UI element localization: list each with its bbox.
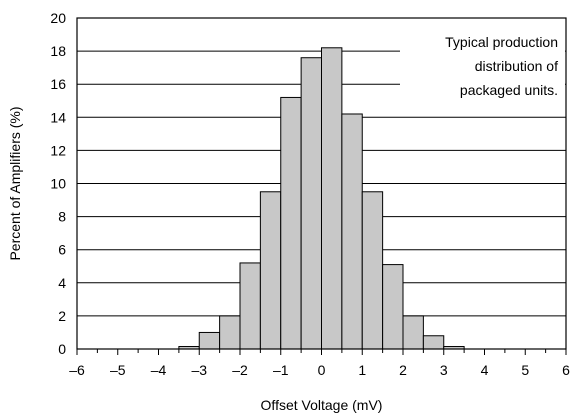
x-tick-label: 1 — [358, 362, 366, 378]
annotation-line-1: Typical production — [445, 34, 558, 50]
x-tick-label: –5 — [110, 362, 126, 378]
x-tick-label: –1 — [273, 362, 289, 378]
histogram-bar — [259, 191, 282, 350]
annotation-line-3: packaged units. — [460, 82, 558, 98]
x-tick-label: 5 — [521, 362, 529, 378]
x-tick-label: –2 — [232, 362, 248, 378]
y-tick-label: 20 — [50, 10, 66, 26]
x-tick-label: 2 — [399, 362, 407, 378]
y-tick-label: 10 — [50, 176, 66, 192]
annotation-background — [400, 28, 565, 102]
histogram-bar — [382, 264, 404, 350]
x-tick-label: 4 — [481, 362, 489, 378]
histogram-bar — [239, 262, 261, 350]
x-tick-label: –6 — [69, 362, 85, 378]
x-tick-label: –4 — [151, 362, 167, 378]
x-tick-label: 0 — [318, 362, 326, 378]
y-axis-title: Percent of Amplifiers (%) — [7, 106, 23, 260]
y-tick-label: 6 — [58, 242, 66, 258]
y-tick-label: 16 — [50, 76, 66, 92]
y-tick-label: 4 — [58, 275, 66, 291]
histogram-bar — [300, 57, 322, 350]
histogram-bar — [341, 113, 363, 350]
x-tick-label: 3 — [440, 362, 448, 378]
annotation-line-2: distribution of — [475, 58, 558, 74]
y-tick-label: 8 — [58, 209, 66, 225]
histogram-bar — [219, 315, 241, 350]
histogram-bar — [422, 335, 445, 350]
histogram-bar — [402, 315, 424, 350]
annotation: Typical production distribution of packa… — [400, 28, 565, 102]
x-axis-title: Offset Voltage (mV) — [261, 397, 383, 413]
x-axis-ticks: –6 –5 –4 –3 –2 –1 0 1 2 3 4 5 6 — [69, 349, 570, 378]
histogram-bar — [198, 331, 221, 350]
histogram-bar — [361, 191, 384, 350]
x-tick-label: –3 — [191, 362, 207, 378]
histogram-bar — [321, 47, 343, 350]
histogram-bars — [178, 47, 465, 350]
y-tick-label: 0 — [58, 341, 66, 357]
y-tick-label: 14 — [50, 109, 66, 125]
y-axis-ticks: 0 2 4 6 8 10 12 14 16 18 20 — [50, 10, 66, 357]
y-tick-label: 2 — [58, 308, 66, 324]
y-tick-label: 12 — [50, 142, 66, 158]
histogram-bar — [280, 96, 302, 350]
y-tick-label: 18 — [50, 43, 66, 59]
x-tick-label: 6 — [562, 362, 570, 378]
